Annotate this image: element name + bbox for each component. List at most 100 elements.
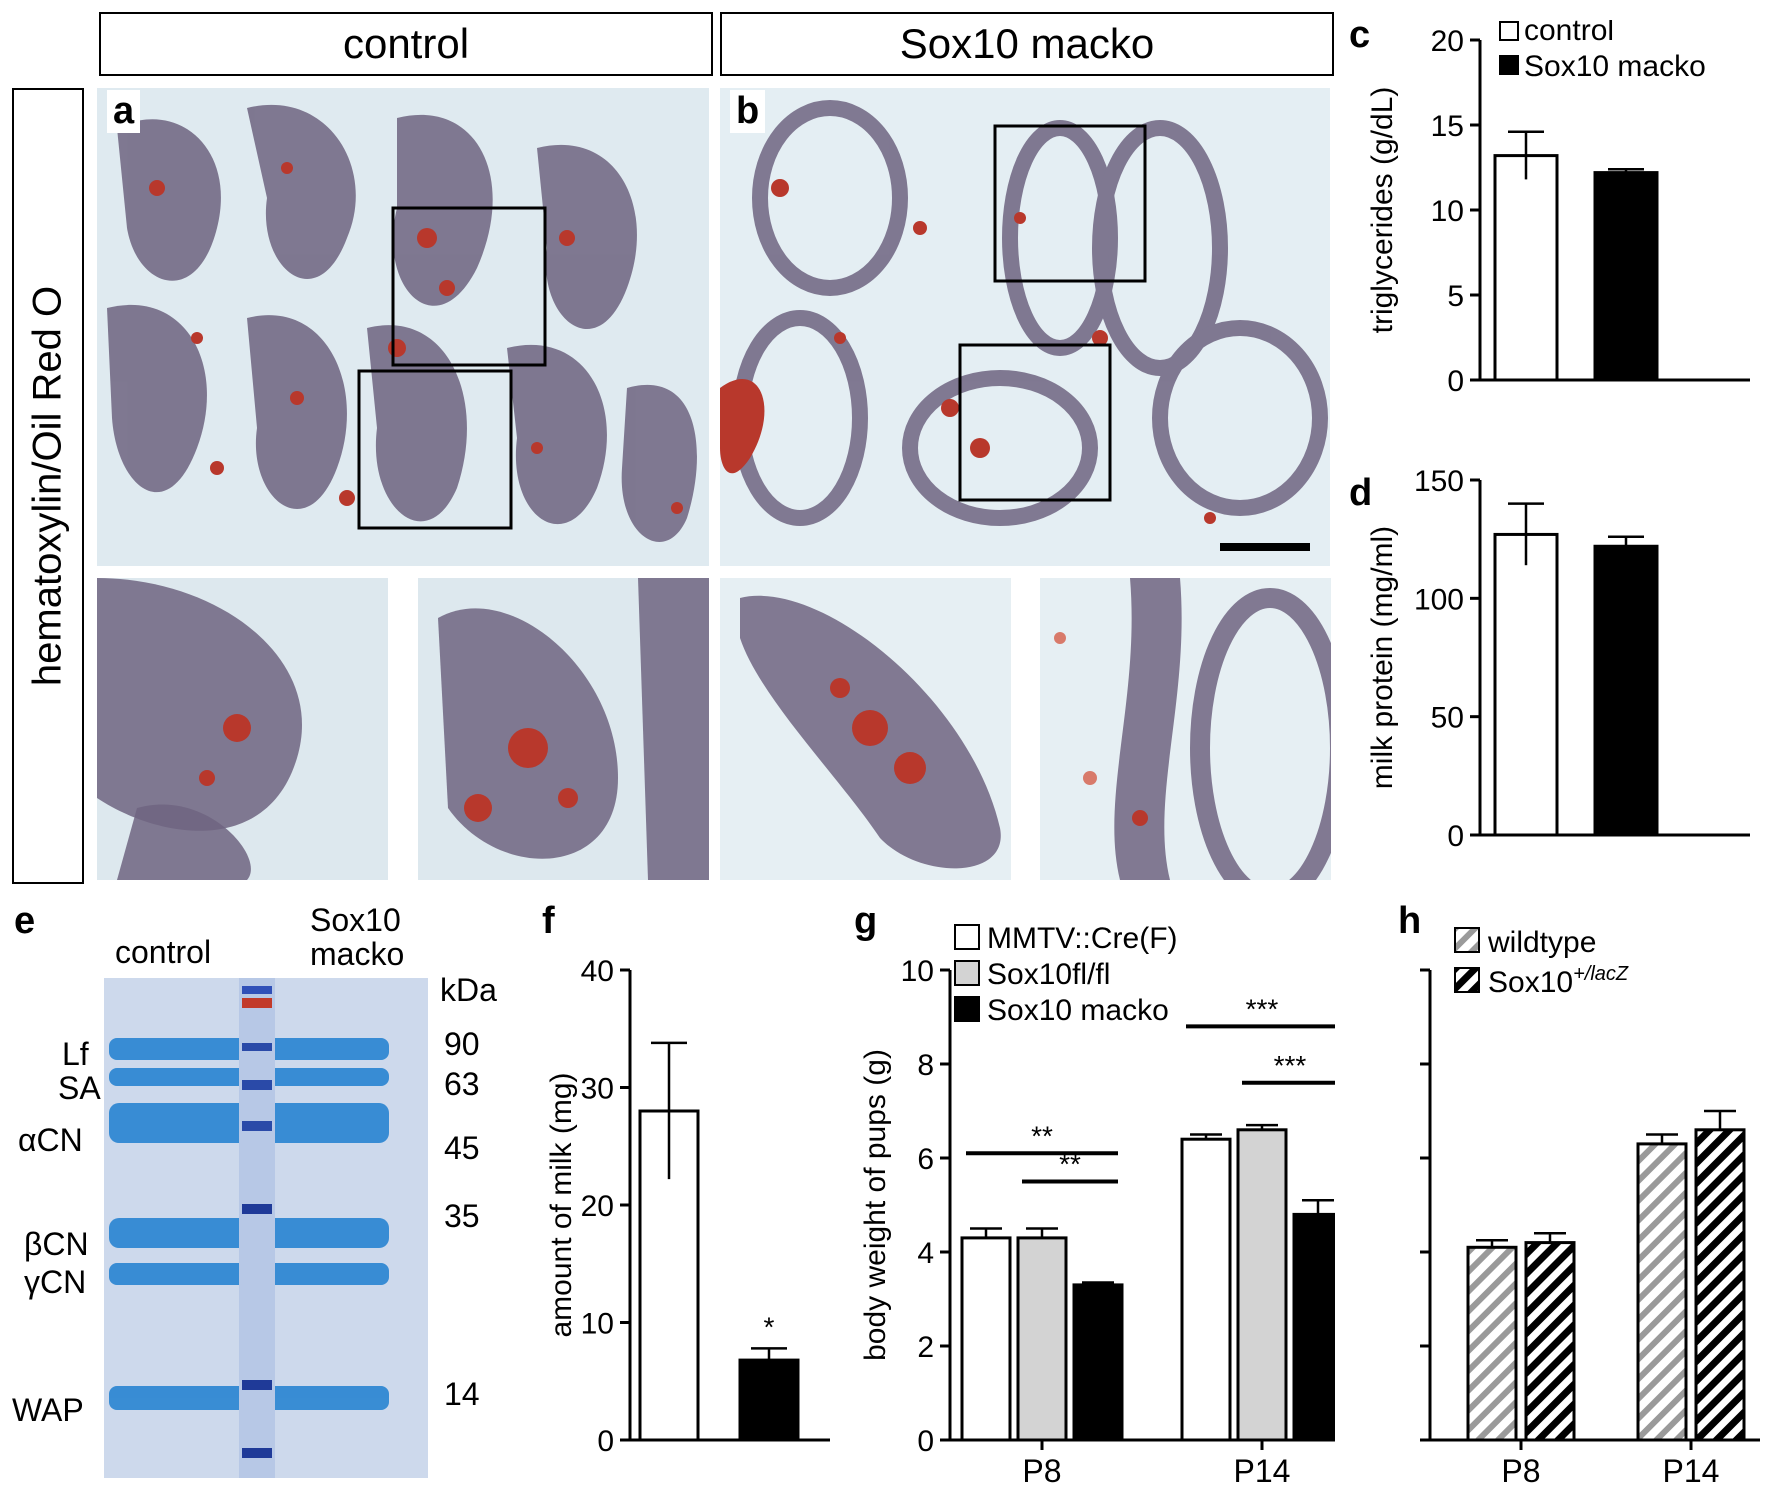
micrograph-control-zoom-1 <box>97 578 388 880</box>
gel-marker-90: 90 <box>444 1026 480 1062</box>
significance-label: ** <box>1031 1120 1053 1151</box>
legend-label: Sox10+/lacZ <box>1488 963 1629 999</box>
panel-letter-d: d <box>1349 472 1373 514</box>
y-tick-label: 100 <box>1414 583 1464 616</box>
header-macko-label: Sox10 macko <box>899 20 1155 67</box>
zoom-image-1 <box>97 578 388 880</box>
y-tick-label: 0 <box>1447 365 1464 398</box>
legend-label: control <box>1524 20 1614 47</box>
bar <box>1694 1128 1746 1442</box>
header-control-label: control <box>342 20 470 67</box>
gel-protein-acn: αCN <box>18 1122 83 1158</box>
legend-swatch <box>1499 55 1519 75</box>
micrograph-macko-overview-image <box>720 88 1330 566</box>
gel-image <box>104 978 428 1478</box>
y-tick-label: 0 <box>1447 820 1464 853</box>
chart-triglycerides: 0 5 10 15 20 triglycerides (g/dL) control Sox10… <box>1366 20 1750 398</box>
bar <box>1593 544 1659 837</box>
panel-letter-a: a <box>107 90 141 133</box>
panel-letter-e: e <box>14 900 36 942</box>
gel-kda-label: kDa <box>440 972 497 1008</box>
y-tick-label: 10 <box>901 955 934 988</box>
legend-label: Sox10 macko <box>987 994 1169 1027</box>
y-tick-label: 20 <box>1431 25 1464 58</box>
x-tick-label: P8 <box>1022 1453 1061 1489</box>
micrograph-macko-zoom-1 <box>720 578 1011 880</box>
gel-marker-45: 45 <box>444 1130 480 1166</box>
y-axis-label: amount of milk (mg) <box>545 1072 578 1337</box>
x-tick-label: P14 <box>1234 1453 1291 1489</box>
gel-control-label: control <box>115 934 212 970</box>
panel-letter-h: h <box>1398 900 1422 942</box>
significance-label: ** <box>1059 1149 1081 1180</box>
chart-milk-protein: 0 50 100 150 milk protein (mg/ml) <box>1366 470 1750 853</box>
y-tick-label: 6 <box>917 1143 934 1176</box>
panel-letter-f: f <box>542 900 555 942</box>
panel-letter-b: b <box>730 90 766 133</box>
legend-label: wildtype <box>1487 926 1596 959</box>
gel-marker-14: 14 <box>444 1376 480 1412</box>
y-tick-label: 2 <box>917 1331 934 1364</box>
gel-protein-sa: SA <box>58 1070 101 1106</box>
y-tick-label: 150 <box>1414 470 1464 498</box>
y-tick-label: 4 <box>917 1237 934 1270</box>
zoom-image-4 <box>1040 578 1331 880</box>
bar <box>1072 1283 1124 1442</box>
micrograph-macko-overview: b <box>720 88 1330 566</box>
micrograph-macko-zoom-2 <box>1040 578 1331 880</box>
micrograph-control-overview: a <box>97 88 709 566</box>
bar <box>738 1358 800 1442</box>
gel-protein-wap: WAP <box>12 1392 84 1428</box>
x-tick-label: P8 <box>1501 1453 1540 1489</box>
header-control: control <box>99 12 713 76</box>
legend-swatch <box>1499 21 1519 41</box>
y-tick-label: 30 <box>581 1073 614 1106</box>
y-tick-label: 10 <box>581 1308 614 1341</box>
bar <box>1466 1245 1518 1442</box>
bar <box>1016 1236 1068 1442</box>
gel-macko-label-1: Sox10 <box>310 902 401 938</box>
gel-protein-bcn: βCN <box>24 1226 89 1262</box>
micrograph-control-zoom-2 <box>418 578 709 880</box>
gel-protein-gcn: γCN <box>24 1264 87 1300</box>
gel-macko-label-2: macko <box>310 936 405 972</box>
y-tick-label: 40 <box>581 955 614 988</box>
zoom-image-3 <box>720 578 1011 880</box>
panel-letter-c: c <box>1349 14 1371 56</box>
y-tick-label: 0 <box>917 1425 934 1458</box>
significance-label: *** <box>1246 993 1279 1024</box>
legend-label: Sox10fl/fl <box>987 958 1110 991</box>
significance-label: * <box>764 1311 775 1342</box>
y-tick-label: 5 <box>1447 280 1464 313</box>
chart-body-weight-lacz: P8 P14 wildtype Sox10+/lacZ <box>1420 926 1760 1489</box>
stain-label: hematoxylin/Oil Red O <box>25 285 70 687</box>
bar <box>960 1236 1012 1442</box>
y-tick-label: 50 <box>1431 702 1464 735</box>
legend-swatch <box>1454 927 1480 953</box>
legend-label: MMTV::Cre(F) <box>987 922 1178 955</box>
y-tick-label: 15 <box>1431 110 1464 143</box>
gel-lanes <box>104 978 428 1478</box>
panel-letter-g: g <box>854 900 878 942</box>
y-tick-label: 10 <box>1431 195 1464 228</box>
bar <box>1493 532 1559 837</box>
y-tick-label: 20 <box>581 1190 614 1223</box>
y-axis-label: body weight of pups (g) <box>859 1049 892 1361</box>
chart-amount-of-milk: 0 10 20 30 40 amount of milk (mg) * <box>545 955 830 1458</box>
micrograph-control-overview-image <box>97 88 709 566</box>
gel-protein-lf: Lf <box>62 1036 89 1072</box>
legend-label: Sox10 macko <box>1524 50 1706 83</box>
bar <box>1236 1128 1288 1442</box>
zoom-image-2 <box>418 578 709 880</box>
gel-marker-63: 63 <box>444 1066 480 1102</box>
legend-swatch <box>954 996 980 1022</box>
x-tick-label: P14 <box>1663 1453 1720 1489</box>
y-axis-label: milk protein (mg/ml) <box>1366 526 1399 789</box>
legend-swatch <box>1454 967 1480 993</box>
bar <box>1524 1241 1576 1442</box>
y-tick-label: 0 <box>597 1425 614 1458</box>
y-tick-label: 8 <box>917 1049 934 1082</box>
bar <box>1636 1142 1688 1442</box>
legend-swatch <box>954 924 980 950</box>
